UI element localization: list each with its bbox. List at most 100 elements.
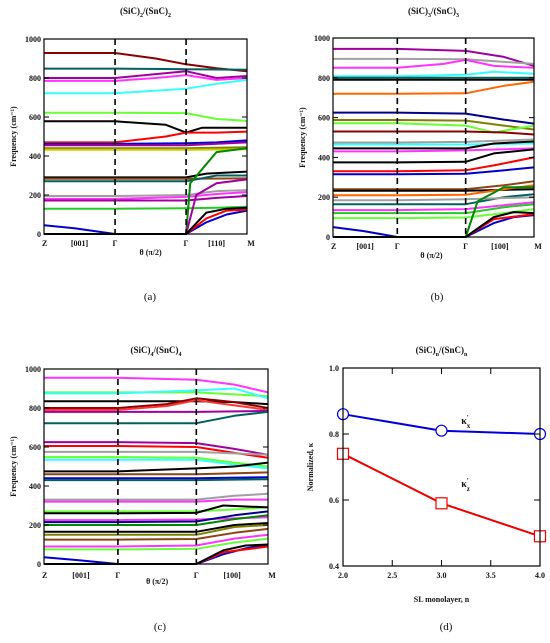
- y-tick-label: 1000: [25, 365, 41, 374]
- series-label: κ' z: [461, 477, 470, 493]
- plot-frame: [332, 37, 535, 238]
- x-tick-label: M: [268, 571, 276, 580]
- band-line: [333, 70, 535, 78]
- x-tick-label: [001]: [71, 239, 89, 248]
- series-line: [342, 452, 541, 538]
- band-line: [333, 193, 535, 206]
- series-label: κ' x: [461, 414, 471, 430]
- band-line: [44, 399, 269, 411]
- band-line: [44, 376, 269, 394]
- x-axis-label: θ (π/2): [140, 248, 162, 257]
- y-axis-label: Frequency (cm⁻¹): [9, 436, 18, 497]
- panel-label: (b): [431, 291, 444, 303]
- band-line: [333, 156, 535, 173]
- y-tick-label: 600: [318, 114, 330, 123]
- panel-title: (SiC)2/(SnC)2: [120, 6, 171, 19]
- x-tick-label: Γ: [463, 242, 468, 251]
- band-line: [44, 533, 269, 548]
- x-tick-label: [100]: [491, 242, 509, 251]
- x-tick-label: M: [247, 239, 255, 248]
- band-line: [333, 57, 535, 65]
- bands-group: [332, 47, 535, 238]
- band-line: [44, 148, 248, 151]
- x-tick-label: Z: [42, 571, 47, 580]
- band-line: [44, 206, 248, 235]
- data-point: [435, 497, 448, 510]
- band-line: [333, 138, 535, 144]
- band-line: [44, 205, 248, 210]
- y-tick-label: 800: [29, 404, 41, 413]
- y-tick-label: 400: [29, 152, 41, 161]
- band-line: [333, 80, 535, 95]
- panel-label: (a): [144, 291, 157, 303]
- band-line: [44, 130, 248, 144]
- band-line: [44, 506, 269, 513]
- band-line: [44, 111, 248, 122]
- y-tick-label: 600: [29, 113, 41, 122]
- band-line: [44, 70, 248, 79]
- panel-label: (c): [154, 621, 167, 633]
- plot-frame: [43, 38, 248, 235]
- band-line: [44, 67, 248, 71]
- band-line: [44, 410, 269, 425]
- y-tick-label: 0: [37, 230, 41, 239]
- band-line: [333, 47, 535, 67]
- band-line: [44, 74, 248, 82]
- y-axis-label: Normalized, κ: [306, 442, 315, 491]
- band-line: [44, 397, 269, 409]
- data-point: [435, 424, 448, 437]
- x-tick-label: Γ: [395, 242, 400, 251]
- y-axis-label: Frequency (cm⁻¹): [298, 107, 307, 168]
- panel-1: 0 200 400 600 800 1000 Z [001] Γ Γ [110] Mθ (π/2) (a…: [25, 35, 255, 303]
- y-axis-label: Frequency (cm⁻¹): [9, 106, 18, 167]
- x-axis-label: SL monolayer, n: [414, 595, 470, 604]
- x-tick-label: Γ: [194, 571, 199, 580]
- panel-3: 0 200 400 600 800 1000 Z [001] Γ Γ [100] Mθ (π/2) (c…: [25, 365, 276, 633]
- x-tick-label: M: [534, 242, 542, 251]
- band-line: [333, 58, 535, 69]
- band-line: [44, 409, 269, 413]
- band-line: [44, 191, 248, 200]
- y-tick-label: 0: [37, 560, 41, 569]
- bands-group: [43, 52, 248, 235]
- y-tick-label: 1.0: [329, 364, 339, 373]
- x-tick-label: 4.0: [535, 571, 545, 580]
- band-line: [44, 478, 269, 482]
- y-tick-label: 1000: [314, 34, 330, 43]
- y-tick-label: 200: [29, 521, 41, 530]
- band-line: [333, 122, 535, 134]
- x-tick-label: [001]: [356, 242, 374, 251]
- x-axis-label: θ (π/2): [146, 577, 168, 586]
- band-line: [44, 471, 269, 476]
- y-tick-label: 800: [29, 74, 41, 83]
- band-line: [44, 516, 269, 522]
- band-line: [44, 456, 269, 468]
- y-tick-label: 200: [29, 191, 41, 200]
- x-tick-label: [100]: [223, 571, 241, 580]
- band-line: [44, 450, 269, 456]
- x-axis-label: θ (π/2): [420, 251, 442, 260]
- band-line: [44, 120, 247, 134]
- y-tick-label: 1000: [25, 35, 41, 44]
- panel-label: (d): [440, 621, 453, 633]
- y-tick-label: 400: [29, 482, 41, 491]
- band-line: [333, 130, 535, 136]
- band-line: [333, 196, 535, 202]
- y-tick-label: 200: [318, 193, 330, 202]
- band-line: [333, 147, 535, 153]
- y-tick-label: 600: [29, 443, 41, 452]
- y-tick-label: 0: [326, 233, 330, 242]
- y-tick-label: 0.6: [329, 496, 339, 505]
- x-tick-label: 3.5: [486, 571, 496, 580]
- plot-frame: [43, 368, 269, 565]
- x-tick-label: Γ: [113, 239, 118, 248]
- panel-4: κ' x κ' z 0.4 0.6 0.8 1.0 2.0 2.5 3.0 3.5 4.0 SL mono…: [329, 364, 547, 633]
- bands-group: [43, 376, 269, 565]
- y-tick-label: 800: [318, 74, 330, 83]
- plot-frame: [342, 367, 541, 567]
- x-tick-label: 3.0: [437, 571, 447, 580]
- band-line: [333, 111, 535, 125]
- panel-title: (SiC)n/(SnC)n: [416, 345, 468, 358]
- x-tick-label: 2.5: [387, 571, 397, 580]
- x-tick-label: Γ: [184, 239, 189, 248]
